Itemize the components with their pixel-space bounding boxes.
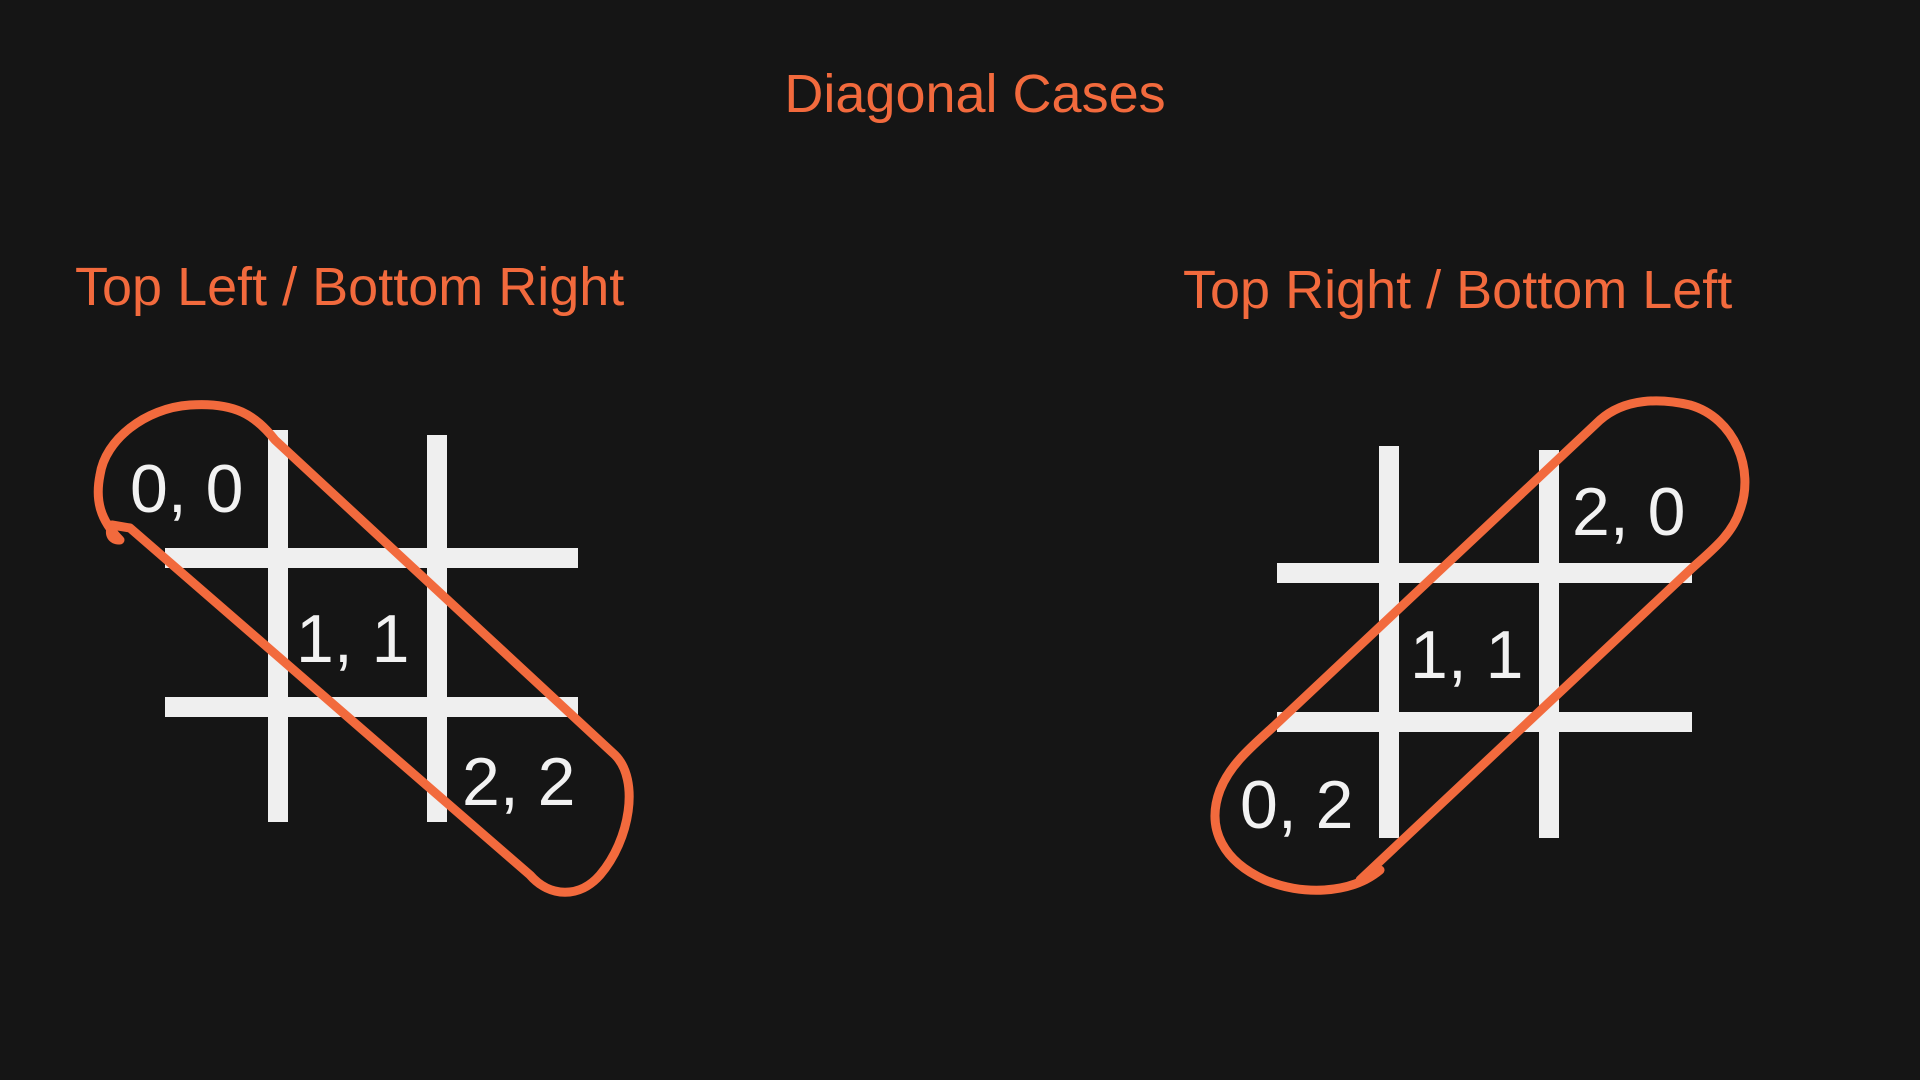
cell-label-1-1: 1, 1: [1410, 617, 1523, 693]
left-diagram-heading: Top Left / Bottom Right: [75, 257, 624, 317]
cell-label-0-0: 0, 0: [130, 451, 243, 527]
cell-label-0-2: 0, 2: [1240, 767, 1353, 843]
left-diagram: Top Left / Bottom Right 0, 0 1, 1 2, 2: [75, 257, 629, 892]
cell-label-2-0: 2, 0: [1572, 474, 1685, 550]
cell-label-1-1: 1, 1: [296, 601, 409, 677]
right-diagram: Top Right / Bottom Left 2, 0 1, 1 0, 2: [1183, 260, 1745, 890]
slide-title: Diagonal Cases: [784, 64, 1165, 124]
right-diagram-heading: Top Right / Bottom Left: [1183, 260, 1732, 320]
cell-label-2-2: 2, 2: [462, 744, 575, 820]
